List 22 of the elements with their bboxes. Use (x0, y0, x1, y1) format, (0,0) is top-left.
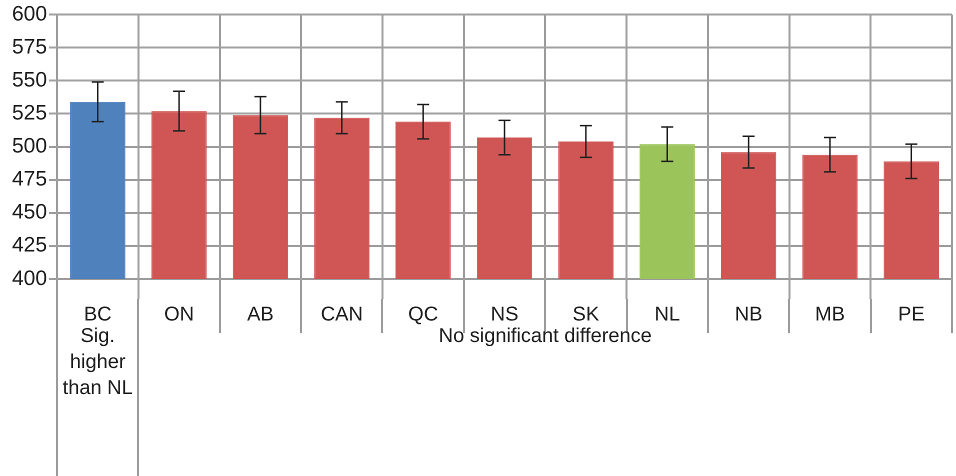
x-tick-label: QC (408, 304, 438, 326)
x-tick-label: PE (898, 304, 925, 326)
x-tick-label: NS (490, 304, 518, 326)
y-tick-label: 500 (12, 134, 48, 158)
y-tick-label: 475 (12, 168, 48, 191)
y-tick-label: 400 (12, 266, 48, 290)
x-tick-label: AB (247, 304, 274, 326)
x-tick-label: ON (164, 304, 194, 326)
text: No significant difference (438, 325, 652, 347)
x-tick-label: SK (572, 304, 600, 326)
text: Sig. higher than NL (62, 324, 134, 401)
x-tick-label: NL (654, 304, 680, 326)
x-tick-label: MB (814, 304, 845, 326)
x-tick-label: NB (734, 304, 762, 326)
y-tick-label: 425 (12, 234, 48, 257)
y-tick-label: 575 (12, 35, 48, 58)
y-tick-label: 450 (12, 200, 48, 224)
y-tick-label: 525 (12, 102, 48, 125)
x-tick-label: BC (84, 304, 112, 326)
x-tick-label: CAN (320, 304, 363, 326)
y-tick-label: 600 (12, 2, 48, 26)
y-tick-label: 550 (12, 68, 48, 92)
